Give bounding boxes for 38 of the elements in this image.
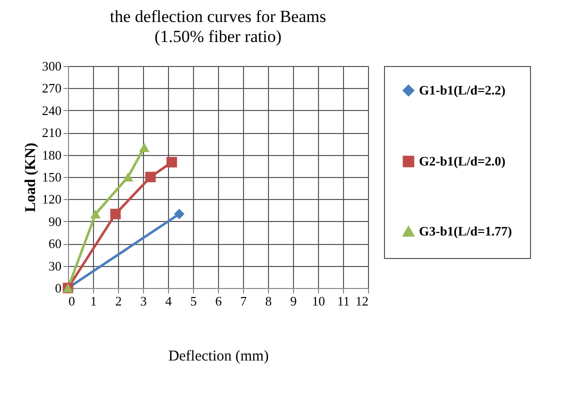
point: [145, 172, 156, 182]
chart-subtitle: (1.50% fiber ratio): [154, 27, 282, 46]
x-tick-label: 5: [190, 294, 197, 308]
legend-label: G3-b1(L/d=1.77): [419, 224, 512, 238]
legend-label: G2-b1(L/d=2.0): [419, 154, 506, 168]
y-tick-label: 270: [42, 80, 62, 96]
point: [122, 172, 134, 182]
y-tick-label: 30: [48, 258, 62, 274]
x-tick-label: 10: [312, 294, 325, 308]
point: [139, 142, 150, 152]
y-tick-label: 0: [55, 280, 62, 296]
x-tick-label: 1: [90, 294, 97, 308]
x-tick-label: 3: [140, 294, 147, 308]
x-tick-label: 7: [240, 294, 248, 308]
x-tick-label: 8: [265, 294, 272, 308]
y-tick-label: 180: [42, 147, 62, 162]
x-tick-label: 11: [337, 294, 350, 308]
y-tick-label: 240: [42, 102, 62, 118]
y-tick-label: 150: [42, 170, 62, 184]
x-axis-title: Deflection (mm): [168, 348, 269, 364]
point: [174, 208, 184, 220]
chart-title: the deflection curves for Beams: [110, 7, 326, 26]
legend-label: G1-b1(L/d=2.2): [419, 82, 506, 98]
x-tick-label: 6: [215, 294, 222, 308]
x-tick-label: 0: [68, 294, 75, 308]
x-tick-label: 12: [356, 294, 368, 308]
y-tick-label: 60: [48, 236, 62, 252]
y-tick-label: 300: [42, 58, 62, 74]
point: [166, 156, 177, 168]
y-axis-title: Load (KN): [23, 142, 39, 212]
x-tick-label: 2: [115, 294, 122, 308]
x-tick-label: 4: [165, 294, 172, 308]
y-tick-label: 90: [48, 214, 62, 229]
point: [110, 208, 121, 220]
point: [90, 209, 101, 219]
y-tick-label: 120: [42, 192, 62, 207]
y-tick-label: 210: [42, 125, 62, 140]
x-tick-label: 9: [290, 294, 297, 308]
